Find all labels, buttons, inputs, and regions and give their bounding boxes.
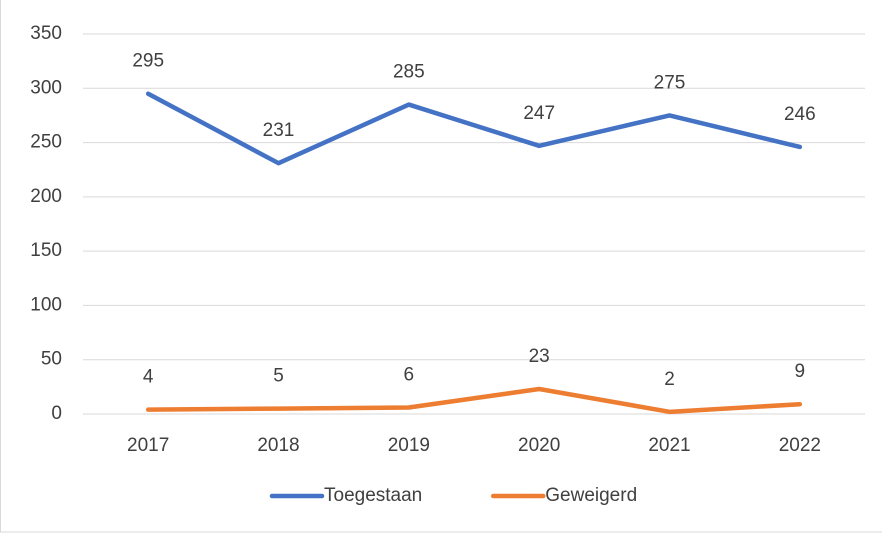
- data-label: 231: [263, 120, 295, 141]
- data-label: 23: [529, 346, 550, 367]
- legend-label: Geweigerd: [545, 485, 637, 506]
- data-label: 5: [273, 366, 284, 387]
- y-tick-label: 350: [30, 23, 62, 44]
- data-label: 275: [654, 72, 686, 93]
- y-tick-label: 300: [30, 77, 62, 98]
- data-label: 246: [784, 104, 816, 125]
- y-tick-label: 100: [30, 294, 62, 315]
- data-label: 2: [664, 369, 675, 390]
- x-tick-label: 2020: [518, 435, 560, 456]
- y-tick-label: 200: [30, 186, 62, 207]
- x-tick-label: 2017: [127, 435, 169, 456]
- data-label: 4: [143, 367, 154, 388]
- x-tick-label: 2019: [388, 435, 430, 456]
- x-tick-label: 2021: [648, 435, 690, 456]
- y-tick-label: 250: [30, 132, 62, 153]
- y-tick-label: 0: [51, 403, 62, 424]
- data-label: 285: [393, 62, 425, 83]
- x-tick-label: 2018: [257, 435, 299, 456]
- x-tick-label: 2022: [779, 435, 821, 456]
- y-tick-label: 150: [30, 240, 62, 261]
- data-label: 6: [404, 365, 415, 386]
- data-label: 9: [795, 361, 806, 382]
- data-label: 295: [132, 51, 164, 72]
- data-label: 247: [523, 103, 555, 124]
- y-tick-label: 50: [41, 349, 62, 370]
- legend-label: Toegestaan: [324, 485, 422, 506]
